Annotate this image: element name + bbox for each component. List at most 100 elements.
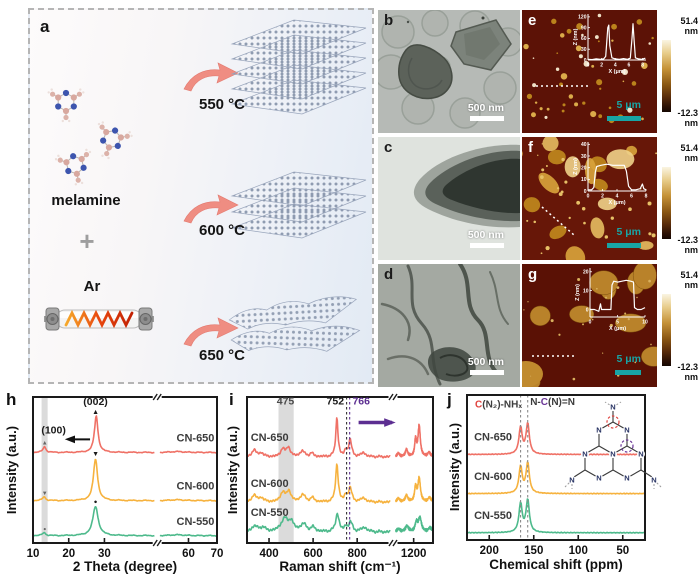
heating-coil xyxy=(64,309,134,329)
svg-text:CN-650: CN-650 xyxy=(474,432,512,444)
temperature-label-600: 600 °C xyxy=(198,222,246,239)
svg-text:100: 100 xyxy=(569,545,588,557)
scale-bar-label-g: 5 μm xyxy=(616,353,641,365)
panel-letter-b: b xyxy=(384,12,394,29)
height-colorbar-e: 51.4 nm -12.3 nm xyxy=(657,10,700,133)
svg-text:10: 10 xyxy=(583,288,589,294)
svg-text:30: 30 xyxy=(581,47,587,53)
svg-text:752: 752 xyxy=(327,395,345,407)
svg-text:475: 475 xyxy=(277,395,295,407)
afm-artwork-g: 0 10 20 0 5 10 X (μm) Z (nm) xyxy=(522,264,657,387)
panel-f-afm-image: 0 10 20 30 40 0 2 4 6 8 X (μm) Z (nm) f 5 μm xyxy=(522,137,657,260)
melamine-molecule-1 xyxy=(47,87,85,123)
panel-j-nmr-chart: 200 150 100 50 CN-650 CN-600 CN-550 C(N₂)-NHₓ N-… xyxy=(444,388,700,582)
xrd-x-axis-label: 2 Theta (degree) xyxy=(72,559,178,574)
scale-bar-label-c: 500 nm xyxy=(467,229,504,241)
svg-text:0: 0 xyxy=(584,58,587,64)
svg-text:N: N xyxy=(638,450,643,459)
svg-text:2: 2 xyxy=(601,194,604,200)
svg-text:X (μm): X (μm) xyxy=(608,69,625,75)
panel-letter-j: j xyxy=(447,390,452,409)
svg-text:N: N xyxy=(582,450,587,459)
svg-text:Z (nm): Z (nm) xyxy=(575,284,581,301)
svg-text:20: 20 xyxy=(583,270,589,276)
svg-text:6: 6 xyxy=(630,194,633,200)
panel-i-raman-chart: 400 600 800 1200 CN-650 CN-600 CN-550 475 752 766… xyxy=(225,388,458,582)
nitrogen-atom-labels: N N N N N N N N N N xyxy=(568,403,658,485)
colorbar-gradient xyxy=(662,167,671,239)
scale-bar-label-e: 5 μm xyxy=(616,99,641,111)
tem-artwork-c xyxy=(378,137,520,260)
svg-text:400: 400 xyxy=(259,548,278,560)
svg-text:766: 766 xyxy=(352,395,370,407)
colorbar-max-label: 51.4 nm xyxy=(680,16,698,36)
raman-y-axis-label: Intensity (a.u.) xyxy=(225,425,240,515)
svg-text:600: 600 xyxy=(304,548,323,560)
panel-b-tem-image: b 500 nm xyxy=(378,10,520,133)
svg-text:8: 8 xyxy=(641,63,644,69)
colorbar-min-label: -12.3 nm xyxy=(677,362,698,383)
svg-text:4: 4 xyxy=(614,63,617,69)
svg-text:N: N xyxy=(651,476,656,485)
colorbar-gradient xyxy=(662,40,671,112)
svg-text:10: 10 xyxy=(581,177,587,183)
panel-a-synthesis-scheme: a melamine + Ar 550 °C 600 °C 650 °C xyxy=(28,8,374,384)
svg-text:N: N xyxy=(624,474,629,483)
svg-text:4: 4 xyxy=(616,194,619,200)
panel-letter-f: f xyxy=(528,139,533,156)
svg-text:N: N xyxy=(624,426,629,435)
xrd-plot: 10 20 30 60 70CN-650CN-600CN-550(002)▲▼●(100… xyxy=(27,393,224,560)
svg-text:10: 10 xyxy=(642,320,648,326)
melamine-label: melamine xyxy=(51,192,121,209)
colorbar-min-label: -12.3 nm xyxy=(677,108,698,129)
scheme-artwork xyxy=(44,19,367,355)
nmr-x-axis-label: Chemical shift (ppm) xyxy=(489,557,623,572)
height-colorbar-f: 51.4 nm -12.3 nm xyxy=(657,137,700,260)
svg-text:70: 70 xyxy=(211,548,224,560)
svg-text:60: 60 xyxy=(581,36,587,42)
panel-letter-h: h xyxy=(6,390,17,409)
temperature-label-550: 550 °C xyxy=(198,96,246,113)
svg-text:▼: ▼ xyxy=(42,491,48,497)
colorbar-min-label: -12.3 nm xyxy=(677,235,698,256)
svg-text:Z (nm): Z (nm) xyxy=(573,158,579,175)
panel-letter-c: c xyxy=(384,139,393,156)
svg-text:50: 50 xyxy=(616,545,629,557)
svg-text:N: N xyxy=(610,403,615,412)
svg-text:CN-650: CN-650 xyxy=(177,433,215,445)
melamine-molecule-3 xyxy=(53,147,98,190)
tem-artwork-b xyxy=(378,10,520,133)
svg-text:8: 8 xyxy=(645,194,648,200)
svg-text:CN-550: CN-550 xyxy=(177,516,215,528)
tem-artwork-d xyxy=(378,264,520,387)
panel-h-xrd-chart: 10 20 30 60 70 CN-650 CN-600 CN-550 (002) ▲ ▼ ● (100… xyxy=(0,388,226,582)
svg-text:1200: 1200 xyxy=(401,548,427,560)
svg-text:CN-550: CN-550 xyxy=(474,510,512,522)
carbon-site-1-red-circle xyxy=(606,415,620,429)
argon-label: Ar xyxy=(83,278,101,295)
svg-text:90: 90 xyxy=(581,25,587,31)
svg-text:30: 30 xyxy=(581,154,587,160)
panel-letter-i: i xyxy=(229,390,234,409)
svg-text:60: 60 xyxy=(182,548,195,560)
svg-text:N: N xyxy=(596,474,601,483)
scale-bar-c xyxy=(470,243,504,248)
svg-text:X (μm): X (μm) xyxy=(608,200,625,206)
temperature-label-650: 650 °C xyxy=(198,347,246,364)
svg-text:▼: ▼ xyxy=(92,451,99,458)
svg-text:N: N xyxy=(596,426,601,435)
svg-text:CN-550: CN-550 xyxy=(251,507,289,519)
scale-bar-label-f: 5 μm xyxy=(616,226,641,238)
arrow-600 xyxy=(183,194,239,224)
svg-text:20: 20 xyxy=(581,165,587,171)
panel-letter-g: g xyxy=(528,266,538,283)
svg-text:CN-600: CN-600 xyxy=(474,471,512,483)
svg-text:120: 120 xyxy=(578,15,587,21)
svg-text:150: 150 xyxy=(524,545,543,557)
svg-text:0: 0 xyxy=(587,63,590,69)
arrow-550 xyxy=(183,62,239,92)
panel-d-tem-image: d 500 nm xyxy=(378,264,520,387)
svg-text:Z (nm): Z (nm) xyxy=(573,28,579,45)
svg-text:0: 0 xyxy=(584,189,587,195)
